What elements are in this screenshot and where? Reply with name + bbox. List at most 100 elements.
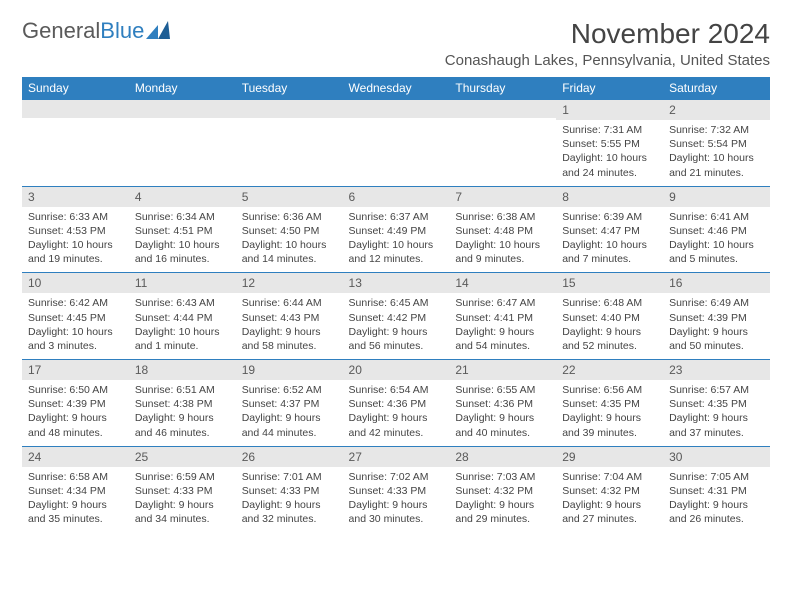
sunset-text: Sunset: 4:32 PM [562,484,657,498]
daylight-text: Daylight: 9 hours and 42 minutes. [349,411,444,439]
sunset-text: Sunset: 4:45 PM [28,311,123,325]
sunset-text: Sunset: 4:44 PM [135,311,230,325]
day-text: Sunrise: 6:49 AMSunset: 4:39 PMDaylight:… [663,293,770,359]
day-cell: 30Sunrise: 7:05 AMSunset: 4:31 PMDayligh… [663,446,770,532]
day-number: 20 [343,360,450,380]
dow-friday: Friday [556,77,663,100]
sunset-text: Sunset: 4:32 PM [455,484,550,498]
sunrise-text: Sunrise: 6:52 AM [242,383,337,397]
calendar-table: Sunday Monday Tuesday Wednesday Thursday… [22,77,770,532]
sunrise-text: Sunrise: 7:05 AM [669,470,764,484]
sunrise-text: Sunrise: 6:42 AM [28,296,123,310]
sunset-text: Sunset: 4:48 PM [455,224,550,238]
sunset-text: Sunset: 4:35 PM [669,397,764,411]
sunset-text: Sunset: 4:33 PM [135,484,230,498]
sunset-text: Sunset: 4:51 PM [135,224,230,238]
day-cell [129,100,236,187]
day-text: Sunrise: 6:38 AMSunset: 4:48 PMDaylight:… [449,207,556,273]
day-cell: 22Sunrise: 6:56 AMSunset: 4:35 PMDayligh… [556,360,663,447]
day-number: 14 [449,273,556,293]
dow-thursday: Thursday [449,77,556,100]
sunset-text: Sunset: 4:33 PM [349,484,444,498]
daylight-text: Daylight: 9 hours and 37 minutes. [669,411,764,439]
day-cell: 29Sunrise: 7:04 AMSunset: 4:32 PMDayligh… [556,446,663,532]
sunrise-text: Sunrise: 6:59 AM [135,470,230,484]
sunrise-text: Sunrise: 6:48 AM [562,296,657,310]
day-number [236,100,343,118]
day-text: Sunrise: 6:37 AMSunset: 4:49 PMDaylight:… [343,207,450,273]
day-cell: 19Sunrise: 6:52 AMSunset: 4:37 PMDayligh… [236,360,343,447]
day-number [343,100,450,118]
logo-mark-icon [146,21,172,41]
dow-saturday: Saturday [663,77,770,100]
daylight-text: Daylight: 9 hours and 32 minutes. [242,498,337,526]
sunrise-text: Sunrise: 7:02 AM [349,470,444,484]
day-cell [343,100,450,187]
day-text: Sunrise: 6:33 AMSunset: 4:53 PMDaylight:… [22,207,129,273]
sunset-text: Sunset: 4:39 PM [669,311,764,325]
day-text: Sunrise: 7:32 AMSunset: 5:54 PMDaylight:… [663,120,770,186]
day-cell: 7Sunrise: 6:38 AMSunset: 4:48 PMDaylight… [449,186,556,273]
daylight-text: Daylight: 10 hours and 21 minutes. [669,151,764,179]
sunrise-text: Sunrise: 6:47 AM [455,296,550,310]
sunrise-text: Sunrise: 6:50 AM [28,383,123,397]
daylight-text: Daylight: 10 hours and 5 minutes. [669,238,764,266]
day-text: Sunrise: 6:51 AMSunset: 4:38 PMDaylight:… [129,380,236,446]
sunrise-text: Sunrise: 6:51 AM [135,383,230,397]
sunrise-text: Sunrise: 7:01 AM [242,470,337,484]
day-text: Sunrise: 6:52 AMSunset: 4:37 PMDaylight:… [236,380,343,446]
sunset-text: Sunset: 4:46 PM [669,224,764,238]
daylight-text: Daylight: 10 hours and 24 minutes. [562,151,657,179]
sunrise-text: Sunrise: 6:57 AM [669,383,764,397]
day-text: Sunrise: 6:44 AMSunset: 4:43 PMDaylight:… [236,293,343,359]
day-text [236,118,343,176]
day-text: Sunrise: 6:57 AMSunset: 4:35 PMDaylight:… [663,380,770,446]
day-cell: 11Sunrise: 6:43 AMSunset: 4:44 PMDayligh… [129,273,236,360]
week-row: 17Sunrise: 6:50 AMSunset: 4:39 PMDayligh… [22,360,770,447]
day-cell: 20Sunrise: 6:54 AMSunset: 4:36 PMDayligh… [343,360,450,447]
day-text: Sunrise: 6:36 AMSunset: 4:50 PMDaylight:… [236,207,343,273]
daylight-text: Daylight: 9 hours and 40 minutes. [455,411,550,439]
sunset-text: Sunset: 4:37 PM [242,397,337,411]
day-text: Sunrise: 7:04 AMSunset: 4:32 PMDaylight:… [556,467,663,533]
day-cell: 28Sunrise: 7:03 AMSunset: 4:32 PMDayligh… [449,446,556,532]
day-text [343,118,450,176]
day-number: 12 [236,273,343,293]
sunrise-text: Sunrise: 6:34 AM [135,210,230,224]
day-number: 21 [449,360,556,380]
logo-text-blue: Blue [100,18,144,44]
day-number: 13 [343,273,450,293]
daylight-text: Daylight: 9 hours and 52 minutes. [562,325,657,353]
day-cell: 18Sunrise: 6:51 AMSunset: 4:38 PMDayligh… [129,360,236,447]
day-text: Sunrise: 7:31 AMSunset: 5:55 PMDaylight:… [556,120,663,186]
sunrise-text: Sunrise: 6:44 AM [242,296,337,310]
day-text: Sunrise: 6:42 AMSunset: 4:45 PMDaylight:… [22,293,129,359]
day-text: Sunrise: 7:03 AMSunset: 4:32 PMDaylight:… [449,467,556,533]
daylight-text: Daylight: 9 hours and 26 minutes. [669,498,764,526]
day-text: Sunrise: 6:43 AMSunset: 4:44 PMDaylight:… [129,293,236,359]
daylight-text: Daylight: 10 hours and 19 minutes. [28,238,123,266]
day-number: 4 [129,187,236,207]
day-cell: 17Sunrise: 6:50 AMSunset: 4:39 PMDayligh… [22,360,129,447]
day-number: 25 [129,447,236,467]
daylight-text: Daylight: 10 hours and 16 minutes. [135,238,230,266]
dow-tuesday: Tuesday [236,77,343,100]
day-number: 27 [343,447,450,467]
sunrise-text: Sunrise: 6:39 AM [562,210,657,224]
week-row: 1Sunrise: 7:31 AMSunset: 5:55 PMDaylight… [22,100,770,187]
day-text: Sunrise: 6:45 AMSunset: 4:42 PMDaylight:… [343,293,450,359]
day-number: 3 [22,187,129,207]
sunset-text: Sunset: 4:35 PM [562,397,657,411]
sunset-text: Sunset: 5:55 PM [562,137,657,151]
day-cell: 15Sunrise: 6:48 AMSunset: 4:40 PMDayligh… [556,273,663,360]
day-cell: 8Sunrise: 6:39 AMSunset: 4:47 PMDaylight… [556,186,663,273]
sunset-text: Sunset: 5:54 PM [669,137,764,151]
day-text [129,118,236,176]
sunset-text: Sunset: 4:42 PM [349,311,444,325]
day-cell: 4 Sunrise: 6:34 AMSunset: 4:51 PMDaylight… [129,186,236,273]
day-text: Sunrise: 6:54 AMSunset: 4:36 PMDaylight:… [343,380,450,446]
day-number: 28 [449,447,556,467]
sunrise-text: Sunrise: 6:43 AM [135,296,230,310]
sunset-text: Sunset: 4:36 PM [455,397,550,411]
day-cell: 23Sunrise: 6:57 AMSunset: 4:35 PMDayligh… [663,360,770,447]
